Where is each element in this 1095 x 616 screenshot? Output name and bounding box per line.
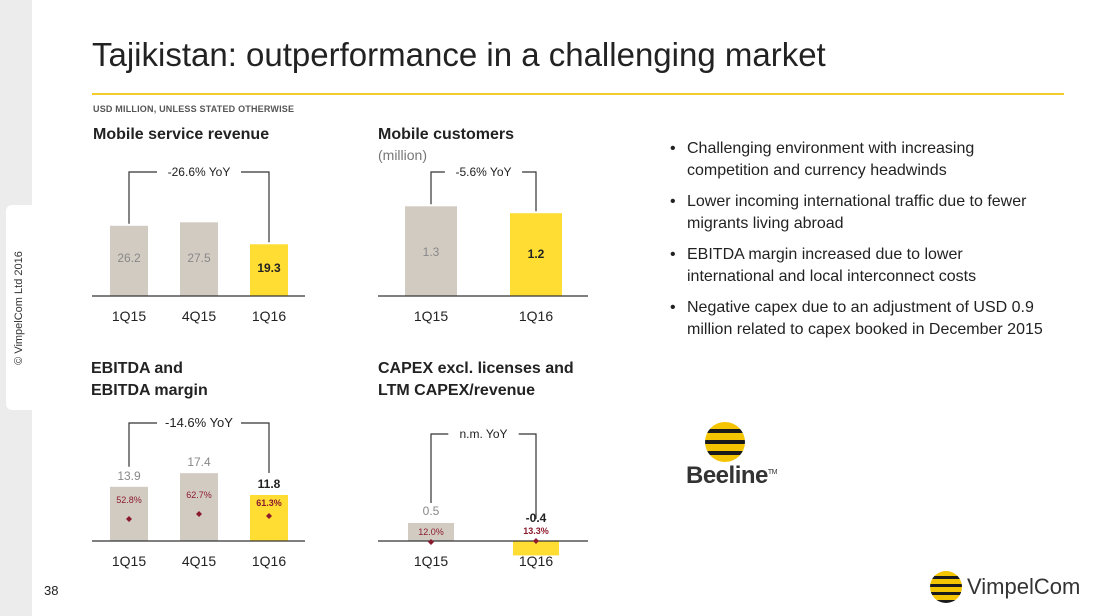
bullet-dot-icon: •	[670, 193, 676, 210]
revenue-bar	[250, 244, 288, 296]
revenue-value-label: 27.5	[187, 251, 211, 265]
revenue-yoy-annotation: -26.6% YoY	[168, 165, 231, 179]
revenue-chart-title: Mobile service revenue	[93, 126, 270, 143]
ebitda-title-line-1: EBITDA and	[91, 360, 183, 377]
ebitda-bar	[180, 473, 218, 541]
ebitda-category-label: 1Q16	[252, 553, 286, 569]
ebitda-margin-label: 52.8%	[116, 495, 142, 505]
title-divider	[92, 93, 1064, 95]
customers-yoy-annotation: -5.6% YoY	[455, 165, 511, 179]
bullet-item: • Negative capex due to an adjustment of …	[668, 297, 1053, 341]
ebitda-margin-marker	[266, 513, 272, 519]
bullet-dot-icon: •	[670, 299, 676, 316]
customers-value-label: 1.3	[423, 245, 440, 259]
bullet-item: • EBITDA margin increased due to lower in…	[668, 244, 1053, 288]
vimpelcom-ball-icon	[930, 571, 962, 603]
ebitda-category-label: 1Q15	[112, 553, 146, 569]
bullet-dot-icon: •	[670, 246, 676, 263]
capex-margin-marker	[533, 538, 539, 544]
bullet-text: Negative capex due to an adjustment of U…	[687, 299, 1043, 338]
beeline-logo: BeelineTM	[686, 422, 777, 492]
customers-chart-subtitle: (million)	[378, 147, 427, 163]
bullet-text: EBITDA margin increased due to lower int…	[687, 246, 977, 285]
ebitda-value-label: 13.9	[117, 469, 141, 483]
ebitda-margin-label: 61.3%	[256, 498, 282, 508]
vimpelcom-logo: VimpelCom	[930, 570, 1080, 606]
capex-bar	[408, 523, 454, 541]
side-tab	[6, 205, 32, 410]
revenue-bracket-right	[241, 171, 270, 243]
ebitda-category-label: 4Q15	[182, 553, 216, 569]
ebitda-yoy-annotation: -14.6% YoY	[165, 415, 233, 430]
capex-title-line-2: LTM CAPEX/revenue	[378, 382, 536, 399]
customers-category-label: 1Q15	[414, 308, 448, 324]
customers-category-label: 1Q16	[519, 308, 553, 324]
bullet-item: • Lower incoming international traffic du…	[668, 191, 1053, 235]
revenue-category-label: 1Q16	[252, 308, 286, 324]
capex-bar	[513, 541, 559, 556]
ebitda-margin-label: 62.7%	[186, 490, 212, 500]
capex-bracket-right	[518, 433, 537, 519]
capex-bracket-left	[430, 433, 449, 503]
ebitda-bracket-left	[128, 422, 157, 467]
customers-bracket-right	[522, 171, 537, 212]
revenue-category-label: 1Q15	[112, 308, 146, 324]
ebitda-value-label: 11.8	[258, 477, 281, 491]
capex-value-label: 0.5	[423, 504, 440, 518]
ebitda-margin-marker	[196, 511, 202, 517]
capex-yoy-annotation: n.m. YoY	[459, 427, 507, 441]
customers-bar	[405, 206, 457, 296]
vimpelcom-wordmark: VimpelCom	[967, 574, 1081, 599]
page-number: 38	[44, 583, 59, 598]
capex-category-label: 1Q15	[414, 553, 448, 569]
revenue-bar	[180, 222, 218, 296]
customers-bar	[510, 213, 562, 296]
beeline-word: Beeline	[686, 462, 768, 489]
ebitda-title-line-2: EBITDA margin	[91, 382, 208, 399]
ebitda-margin-marker	[126, 516, 132, 522]
capex-margin-label: 12.0%	[418, 527, 444, 537]
bullet-dot-icon: •	[670, 140, 676, 157]
bullet-item: • Challenging environment with increasing…	[668, 138, 1053, 182]
customers-value-label: 1.2	[528, 247, 545, 261]
beeline-ball-icon	[705, 422, 745, 462]
customers-bracket-left	[430, 171, 445, 205]
capex-margin-label: 13.3%	[523, 526, 549, 536]
bullet-text: Challenging environment with increasing …	[687, 140, 975, 179]
capex-title-line-1: CAPEX excl. licenses and	[378, 360, 574, 377]
bullet-text: Lower incoming international traffic due…	[687, 193, 1027, 232]
units-note: USD MILLION, UNLESS STATED OTHERWISE	[93, 104, 295, 114]
revenue-bar	[110, 225, 148, 296]
slide-title: Tajikistan: outperformance in a challeng…	[92, 36, 826, 73]
capex-category-label: 1Q16	[519, 553, 553, 569]
beeline-wordmark: BeelineTM	[686, 462, 777, 490]
ebitda-bar	[110, 486, 148, 541]
ebitda-bracket-right	[241, 422, 270, 473]
capex-chart-title: CAPEX excl. licenses and LTM CAPEX/reven…	[378, 358, 574, 402]
beeline-tm: TM	[767, 469, 778, 476]
revenue-value-label: 19.3	[257, 261, 281, 275]
capex-margin-marker	[428, 539, 434, 545]
revenue-value-label: 26.2	[117, 251, 141, 265]
ebitda-chart-title: EBITDA and EBITDA margin	[91, 358, 208, 402]
revenue-bracket-left	[128, 171, 157, 224]
customers-chart-title: Mobile customers	[378, 126, 515, 143]
bullet-list: • Challenging environment with increasing…	[668, 138, 1053, 350]
revenue-category-label: 4Q15	[182, 308, 216, 324]
ebitda-value-label: 17.4	[187, 455, 211, 469]
